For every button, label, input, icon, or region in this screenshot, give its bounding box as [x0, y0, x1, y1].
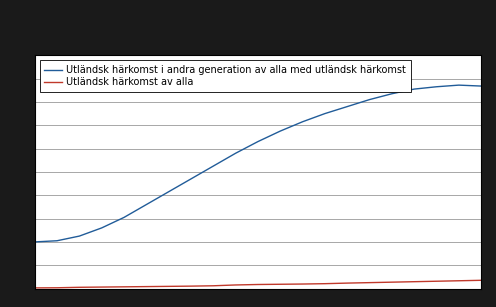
Utländsk härkomst i andra generation av alla med utländsk härkomst — [456, 83, 462, 87]
Utländsk härkomst i andra generation av alla med utländsk härkomst — [300, 120, 306, 124]
Utländsk härkomst i andra generation av alla med utländsk härkomst — [233, 151, 239, 155]
Utländsk härkomst i andra generation av alla med utländsk härkomst — [434, 85, 439, 89]
Utländsk härkomst av alla — [76, 286, 82, 289]
Utländsk härkomst i andra generation av alla med utländsk härkomst — [367, 98, 372, 101]
Utländsk härkomst av alla — [255, 283, 261, 286]
Utländsk härkomst av alla — [367, 281, 372, 285]
Utländsk härkomst i andra generation av alla med utländsk härkomst — [344, 105, 350, 108]
Utländsk härkomst i andra generation av alla med utländsk härkomst — [389, 92, 395, 95]
Utländsk härkomst av alla — [277, 282, 283, 286]
Utländsk härkomst av alla — [188, 284, 194, 288]
Utländsk härkomst av alla — [300, 282, 306, 286]
Utländsk härkomst av alla — [456, 279, 462, 283]
Utländsk härkomst av alla — [121, 285, 127, 289]
Utländsk härkomst i andra generation av alla med utländsk härkomst — [188, 177, 194, 181]
Utländsk härkomst i andra generation av alla med utländsk härkomst — [121, 216, 127, 219]
Utländsk härkomst i andra generation av alla med utländsk härkomst — [210, 164, 216, 168]
Utländsk härkomst av alla — [411, 280, 417, 284]
Utländsk härkomst i andra generation av alla med utländsk härkomst — [54, 239, 60, 243]
Utländsk härkomst i andra generation av alla med utländsk härkomst — [322, 112, 328, 115]
Utländsk härkomst av alla — [210, 284, 216, 288]
Utländsk härkomst av alla — [166, 285, 172, 288]
Utländsk härkomst av alla — [143, 285, 149, 289]
Utländsk härkomst av alla — [322, 282, 328, 286]
Utländsk härkomst i andra generation av alla med utländsk härkomst — [99, 226, 105, 230]
Utländsk härkomst av alla — [54, 286, 60, 290]
Utländsk härkomst i andra generation av alla med utländsk härkomst — [478, 84, 484, 88]
Utländsk härkomst av alla — [478, 278, 484, 282]
Utländsk härkomst i andra generation av alla med utländsk härkomst — [411, 87, 417, 91]
Utländsk härkomst av alla — [99, 285, 105, 289]
Utländsk härkomst i andra generation av alla med utländsk härkomst — [255, 140, 261, 143]
Utländsk härkomst i andra generation av alla med utländsk härkomst — [277, 129, 283, 133]
Utländsk härkomst av alla — [344, 281, 350, 285]
Utländsk härkomst av alla — [389, 280, 395, 284]
Utländsk härkomst i andra generation av alla med utländsk härkomst — [76, 234, 82, 238]
Utländsk härkomst av alla — [434, 279, 439, 283]
Utländsk härkomst i andra generation av alla med utländsk härkomst — [32, 240, 38, 244]
Utländsk härkomst av alla — [32, 286, 38, 290]
Legend: Utländsk härkomst i andra generation av alla med utländsk härkomst, Utländsk här: Utländsk härkomst i andra generation av … — [40, 60, 411, 92]
Line: Utländsk härkomst i andra generation av alla med utländsk härkomst: Utländsk härkomst i andra generation av … — [35, 85, 481, 242]
Utländsk härkomst i andra generation av alla med utländsk härkomst — [143, 203, 149, 206]
Utländsk härkomst i andra generation av alla med utländsk härkomst — [166, 190, 172, 194]
Utländsk härkomst av alla — [233, 283, 239, 287]
Line: Utländsk härkomst av alla: Utländsk härkomst av alla — [35, 280, 481, 288]
